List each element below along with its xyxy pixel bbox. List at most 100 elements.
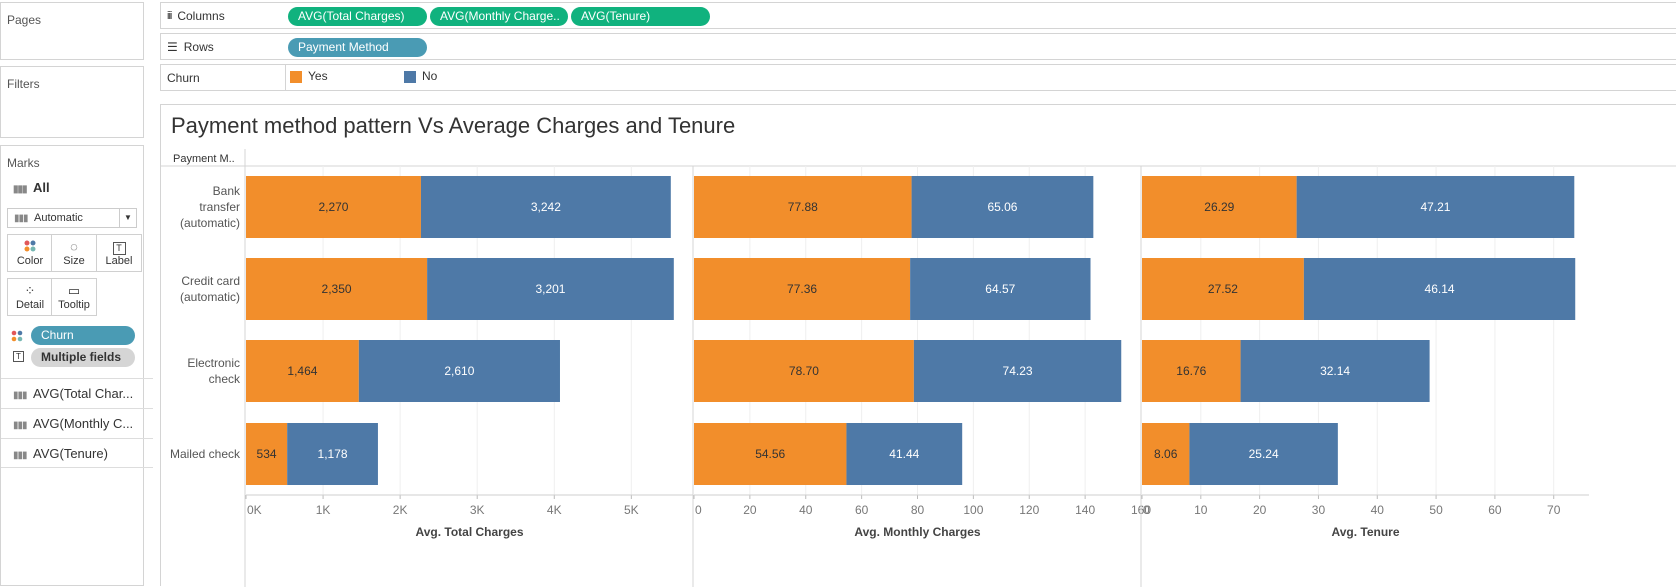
data-label: 27.52	[1208, 282, 1238, 296]
tick-label: 2K	[393, 503, 408, 517]
tick-label: 40	[799, 503, 813, 517]
bar-segment-yes	[1142, 258, 1304, 320]
tooltip-button[interactable]: ▭ Tooltip	[51, 278, 97, 316]
bar-segment-yes	[1142, 340, 1241, 402]
bar-chart-icon: ▮▮▮	[13, 390, 28, 401]
bar-segment-no	[427, 258, 674, 320]
data-label: 2,610	[444, 364, 474, 378]
data-label: 25.24	[1249, 447, 1279, 461]
mark-type-dropdown[interactable]: ▮▮▮ Automatic ▼	[7, 208, 137, 228]
bar-segment-no	[846, 423, 963, 485]
bar-segment-yes	[694, 340, 914, 402]
mark-type-value: Automatic	[34, 212, 83, 224]
data-label: 78.70	[789, 364, 819, 378]
data-label: 65.06	[987, 200, 1017, 214]
churn-color-pill-row[interactable]: Churn	[11, 326, 135, 345]
detail-button[interactable]: ⁘ Detail	[7, 278, 53, 316]
label-button-label: Label	[105, 255, 133, 267]
tick-label: 70	[1547, 503, 1561, 517]
bar-segment-no	[420, 176, 671, 238]
chart-svg: Payment method pattern Vs Average Charge…	[161, 113, 1676, 587]
churn-legend-title: Churn	[167, 70, 200, 85]
bar-segment-no	[911, 176, 1094, 238]
data-label: 77.36	[787, 282, 817, 296]
columns-pill-monthly-charges[interactable]: AVG(Monthly Charge..	[430, 7, 568, 26]
pages-card[interactable]: Pages	[0, 2, 144, 60]
tick-label: 20	[1253, 503, 1267, 517]
bar-segment-yes	[246, 340, 359, 402]
tick-label: 5K	[624, 503, 639, 517]
columns-pill-tenure[interactable]: AVG(Tenure)	[571, 7, 710, 26]
bar-segment-no	[1240, 340, 1430, 402]
color-button-label: Color	[16, 255, 44, 267]
marks-all-row[interactable]: ▮▮▮ All	[1, 176, 143, 200]
data-label: 41.44	[889, 447, 919, 461]
tick-label: 60	[1488, 503, 1502, 517]
tick-label: 0	[695, 503, 702, 517]
color-button[interactable]: Color	[7, 234, 53, 272]
tick-label: 0	[1143, 503, 1150, 517]
bar-segment-yes	[246, 423, 288, 485]
category-label: Bank	[213, 184, 241, 198]
label-icon: T	[13, 351, 24, 362]
chevron-down-icon: ▼	[119, 209, 136, 227]
filters-label: Filters	[7, 77, 40, 91]
bar-chart-icon: ▮▮▮	[13, 450, 28, 461]
measure-label: AVG(Total Char...	[33, 386, 134, 401]
legend-swatch-no[interactable]	[404, 71, 416, 83]
tick-label: 20	[743, 503, 757, 517]
data-label: 46.14	[1425, 282, 1455, 296]
data-label: 3,242	[531, 200, 561, 214]
label-button[interactable]: T Label	[96, 234, 142, 272]
label-icon: T	[97, 239, 141, 255]
category-label: Mailed check	[170, 447, 241, 461]
legend-label-no[interactable]: No	[422, 69, 438, 83]
data-label: 64.57	[985, 282, 1015, 296]
churn-pill[interactable]: Churn	[31, 326, 135, 345]
measure-label: AVG(Monthly C...	[33, 416, 134, 431]
tick-label: 40	[1371, 503, 1385, 517]
label-pill-row[interactable]: T Multiple fields	[11, 348, 135, 367]
category-label: (automatic)	[180, 216, 240, 230]
bar-segment-yes	[1142, 176, 1297, 238]
rows-pill-payment-method[interactable]: Payment Method	[288, 38, 427, 57]
columns-pill-total-charges[interactable]: AVG(Total Charges)	[288, 7, 427, 26]
bar-segment-no	[287, 423, 378, 485]
data-label: 1,178	[318, 447, 348, 461]
data-label: 2,270	[318, 200, 348, 214]
bar-chart-icon: ▮▮▮	[14, 213, 29, 224]
data-label: 1,464	[287, 364, 317, 378]
filters-card[interactable]: Filters	[0, 66, 144, 138]
bar-segment-no	[358, 340, 560, 402]
category-label: Electronic	[187, 356, 240, 370]
category-label: check	[209, 372, 241, 386]
legend-label-yes[interactable]: Yes	[308, 69, 328, 83]
data-label: 32.14	[1320, 364, 1350, 378]
legend-swatch-yes[interactable]	[290, 71, 302, 83]
rows-shelf[interactable]: ☰ Rows Payment Method	[160, 33, 1676, 60]
measure-monthly-charges[interactable]: ▮▮▮ AVG(Monthly C...	[1, 408, 153, 438]
color-icon	[8, 239, 52, 255]
columns-shelf[interactable]: iii Columns AVG(Total Charges) AVG(Monthl…	[160, 2, 1676, 29]
multiple-fields-pill[interactable]: Multiple fields	[31, 348, 135, 367]
bar-segment-yes	[246, 176, 421, 238]
data-label: 47.21	[1420, 200, 1450, 214]
measure-tenure[interactable]: ▮▮▮ AVG(Tenure)	[1, 438, 153, 468]
tick-label: 140	[1075, 503, 1095, 517]
tooltip-icon: ▭	[67, 283, 81, 298]
data-label: 54.56	[755, 447, 785, 461]
bar-segment-yes	[694, 258, 911, 320]
chart-area: Payment method pattern Vs Average Charge…	[160, 104, 1676, 587]
x-axis-title: Avg. Tenure	[1331, 525, 1399, 539]
category-label: (automatic)	[180, 290, 240, 304]
bar-segment-no	[1303, 258, 1576, 320]
columns-shelf-label: iii Columns	[167, 8, 225, 23]
tick-label: 10	[1194, 503, 1208, 517]
data-label: 26.29	[1204, 200, 1234, 214]
data-label: 16.76	[1176, 364, 1206, 378]
measure-total-charges[interactable]: ▮▮▮ AVG(Total Char...	[1, 378, 153, 408]
bar-segment-yes	[694, 176, 912, 238]
tick-label: 80	[911, 503, 925, 517]
data-label: 3,201	[535, 282, 565, 296]
size-button[interactable]: ◌ Size	[51, 234, 97, 272]
